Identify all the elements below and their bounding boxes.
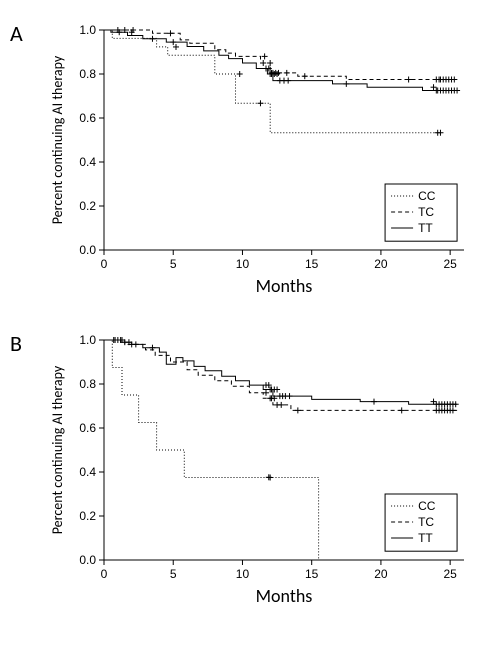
ytick-label: 0.6 [79,421,96,435]
axis-frame [104,340,464,560]
panel-A: A 0.0 0.2 0.4 0.6 0.8 1.0 0 5 10 15 20 25 Percent con… [10,20,494,300]
censor-mark [260,60,266,66]
censor-mark [284,70,290,76]
censor-mark [295,407,301,413]
ylabel: Percent continuing AI therapy [49,55,66,224]
censor-mark [167,30,173,36]
ytick-label: 0.8 [79,67,96,81]
censor-mark [266,66,272,72]
axis-frame [104,30,464,250]
legend-label: TT [418,531,433,545]
series-TT [104,340,457,404]
xtick-label: 15 [305,257,319,271]
censor-mark [450,407,456,413]
xtick-label: 20 [374,257,388,271]
censor-mark [263,390,269,396]
censor-mark [237,71,243,77]
censor-mark [453,401,459,407]
censor-mark [437,130,443,136]
censor-mark [371,399,377,405]
ytick-label: 0.8 [79,377,96,391]
censor-mark [302,73,308,79]
censor-mark [274,71,280,77]
xtick-label: 10 [236,257,250,271]
ylabel: Percent continuing AI therapy [49,365,66,534]
xlabel: Months [256,585,313,607]
xtick-label: 5 [170,567,177,581]
series-TC [104,340,457,410]
ytick-label: 0.4 [79,155,96,169]
ytick-label: 0.4 [79,465,96,479]
censor-mark [133,341,139,347]
ytick-label: 0.0 [79,243,96,257]
xtick-label: 25 [443,567,457,581]
legend-label: CC [418,499,436,513]
series-CC [104,30,438,133]
censor-mark [173,44,179,50]
figure-root: A 0.0 0.2 0.4 0.6 0.8 1.0 0 5 10 15 20 25 Percent con… [10,20,494,610]
censor-mark [257,100,263,106]
censor-mark [278,402,284,408]
censor-mark [399,407,405,413]
censor-mark [287,393,293,399]
censor-mark [285,78,291,84]
series-CC [104,340,319,560]
censor-mark [266,382,272,388]
legend-label: TC [418,515,434,529]
censor-mark [454,88,460,94]
censor-mark [406,77,412,83]
series-TC [104,30,457,80]
censor-mark [170,39,176,45]
ytick-label: 1.0 [79,23,96,37]
ytick-label: 1.0 [79,333,96,347]
censor-mark [274,387,280,393]
censor-mark [275,70,281,76]
censor-mark [149,36,155,42]
panel-label: A [10,20,23,47]
plot-wrap: 0.0 0.2 0.4 0.6 0.8 1.0 0 5 10 15 20 25 Percent cont… [44,20,494,300]
xtick-label: 15 [305,567,319,581]
xtick-label: 0 [101,567,108,581]
ytick-label: 0.0 [79,553,96,567]
xlabel: Months [256,275,313,297]
censor-mark [343,81,349,87]
censor-mark [431,84,437,90]
ytick-label: 0.2 [79,509,96,523]
series-TT [104,30,457,91]
ytick-label: 0.6 [79,111,96,125]
panel-label: B [10,330,22,357]
xtick-label: 0 [101,257,108,271]
censor-mark [451,77,457,83]
legend-label: TC [418,205,434,219]
xtick-label: 5 [170,257,177,271]
xtick-label: 10 [236,567,250,581]
censor-mark [267,60,273,66]
xtick-label: 20 [374,567,388,581]
panel-B: B 0.0 0.2 0.4 0.6 0.8 1.0 0 5 10 15 20 25 Percent con… [10,330,494,610]
ytick-label: 0.2 [79,199,96,213]
survival-plot: 0.0 0.2 0.4 0.6 0.8 1.0 0 5 10 15 20 25 Percent cont… [44,20,484,300]
plot-wrap: 0.0 0.2 0.4 0.6 0.8 1.0 0 5 10 15 20 25 Percent cont… [44,330,494,610]
legend-label: CC [418,189,436,203]
censor-mark [267,475,273,481]
censor-mark [262,53,268,59]
survival-plot: 0.0 0.2 0.4 0.6 0.8 1.0 0 5 10 15 20 25 Percent cont… [44,330,484,610]
legend-label: TT [418,221,433,235]
xtick-label: 25 [443,257,457,271]
